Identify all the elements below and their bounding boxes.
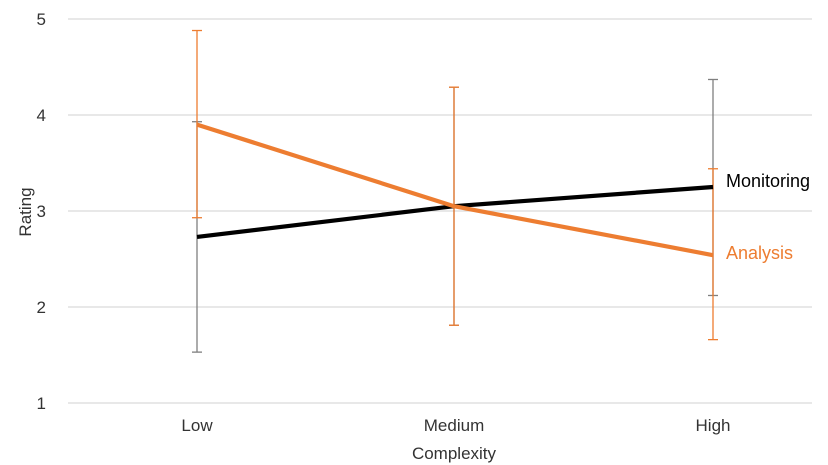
x-tick-label: High <box>696 416 731 435</box>
x-tick-label: Low <box>181 416 213 435</box>
y-tick-label: 4 <box>37 106 46 125</box>
y-axis-ticks: 1 2 3 4 5 <box>37 10 46 413</box>
series-line-analysis <box>196 122 714 258</box>
series-lines <box>196 122 714 258</box>
y-axis-title: Rating <box>16 187 35 236</box>
y-tick-label: 1 <box>37 394 46 413</box>
x-axis-title: Complexity <box>412 444 497 463</box>
series-line-monitoring <box>196 184 714 240</box>
gridlines <box>68 18 812 404</box>
y-tick-label: 3 <box>37 202 46 221</box>
y-tick-label: 2 <box>37 298 46 317</box>
y-tick-label: 5 <box>37 10 46 29</box>
series-label-monitoring: Monitoring <box>726 171 810 191</box>
series-label-analysis: Analysis <box>726 243 793 263</box>
series-labels: Monitoring Analysis <box>726 171 810 263</box>
x-tick-label: Medium <box>424 416 484 435</box>
x-axis-ticks: Low Medium High <box>181 416 730 435</box>
